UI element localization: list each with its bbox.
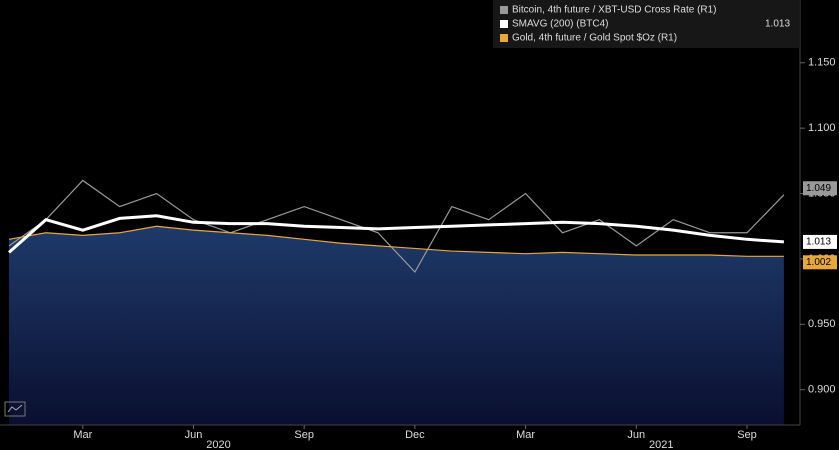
last-value-label: 1.002 [806,257,831,268]
legend-box [493,0,800,48]
last-value-label: 1.049 [806,183,831,194]
chart-icon-glyph [7,404,23,413]
year-label: 2020 [206,439,230,450]
series-line [8,214,785,254]
last-value-label: 1.013 [806,237,831,248]
last-value-box [803,181,837,196]
y-tick-label: 1.100 [808,122,836,134]
y-tick-label: 1.150 [808,57,836,69]
last-value-box [803,234,837,249]
series-line [8,179,785,274]
series-line [8,225,784,257]
legend-label: Gold, 4th future / Gold Spot $Oz (R1) [512,33,677,44]
x-tick-label: Jun [185,429,203,441]
legend-swatch [500,34,508,42]
y-tick-label: 0.950 [808,318,836,330]
x-tick-label: Dec [405,429,425,441]
x-tick-label: Sep [294,429,314,441]
x-tick-label: Sep [737,429,757,441]
legend-label: SMAVG (200) (BTC4) [512,19,609,30]
x-tick-label: Mar [516,429,535,441]
legend-label: Bitcoin, 4th future / XBT-USD Cross Rate… [512,5,717,16]
legend-swatch [500,6,508,14]
x-tick-label: Jun [627,429,645,441]
last-value-box [803,255,837,270]
legend-value: 1.013 [765,19,790,30]
legend-swatch [500,20,508,28]
area [9,226,784,425]
year-label: 2021 [649,439,673,450]
y-tick-label: 0.900 [808,384,836,396]
chart-icon[interactable] [4,401,26,417]
x-tick-label: Mar [73,429,92,441]
